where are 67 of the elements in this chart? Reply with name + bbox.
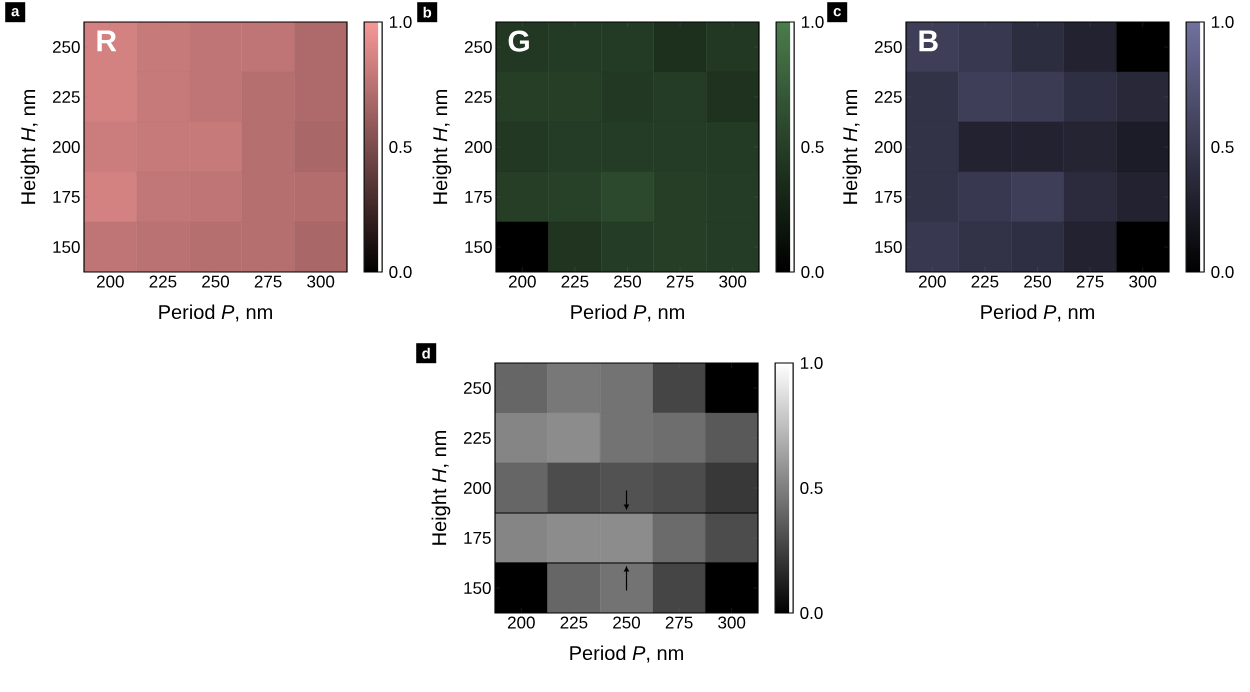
x-tick-label: 275 [665, 616, 693, 629]
y-tick-label: 250 [874, 40, 902, 54]
text: c [833, 8, 841, 17]
annotation: B [919, 30, 938, 52]
x-tick-label: 300 [718, 616, 746, 629]
text: d [422, 347, 430, 359]
x-tick-label: 250 [613, 616, 641, 629]
color-bar-label: 0.0 [1211, 265, 1234, 279]
color-bar-label: 0.0 [801, 265, 824, 279]
x-tick-label: 250 [614, 275, 642, 288]
x-tick-label: 275 [254, 275, 282, 288]
y-tick-label: 250 [464, 40, 492, 54]
x-tick-label: 300 [719, 275, 747, 288]
y-tick-label: 150 [465, 240, 492, 254]
y-tick-label: 250 [463, 381, 491, 395]
y-tick-label: 175 [465, 191, 492, 203]
y-tick-label: 200 [874, 140, 902, 154]
color-bar-label: 1.0 [801, 15, 824, 29]
y-tick-label: 225 [464, 90, 492, 104]
y-tick-label: 150 [53, 240, 80, 254]
x-axis-title: Period P, nm [570, 645, 683, 663]
y-tick-label: 225 [463, 431, 491, 445]
y-axis-title: Height H, nm [432, 89, 452, 204]
x-axis-title: Period P, nm [981, 304, 1094, 322]
annotation: G [508, 30, 529, 52]
x-tick-label: 200 [96, 275, 124, 288]
y-tick-label: 200 [52, 140, 80, 154]
y-axis-title: Height H, nm [20, 89, 40, 204]
x-tick-label: 250 [1024, 275, 1052, 288]
color-bar-label: 1.0 [1211, 15, 1234, 29]
y-tick-label: 200 [463, 481, 491, 495]
text: b [423, 6, 432, 18]
x-tick-label: 250 [202, 275, 230, 288]
text: a [11, 8, 20, 17]
y-axis-title: Height H, nm [431, 430, 451, 545]
color-bar-label: 0.5 [389, 140, 412, 154]
x-tick-label: 275 [666, 275, 694, 288]
annotation: R [97, 30, 117, 52]
y-tick-label: 225 [52, 90, 80, 104]
y-tick-label: 150 [875, 240, 902, 254]
y-tick-label: 225 [874, 90, 902, 104]
x-tick-label: 200 [507, 616, 535, 629]
y-tick-label: 175 [464, 532, 491, 544]
x-tick-label: 225 [560, 616, 588, 629]
color-bar-label: 0.5 [1211, 140, 1234, 154]
x-tick-label: 300 [307, 275, 335, 288]
y-tick-label: 150 [464, 581, 491, 595]
x-tick-label: 225 [971, 275, 999, 288]
y-tick-label: 250 [52, 40, 80, 54]
x-tick-label: 225 [149, 275, 177, 288]
y-tick-label: 200 [464, 140, 492, 154]
y-axis-title: Height H, nm [842, 89, 862, 204]
color-bar-label: 1.0 [800, 356, 823, 370]
y-tick-label: 175 [875, 191, 902, 203]
x-axis-title: Period P, nm [571, 304, 684, 322]
x-tick-label: 200 [508, 275, 536, 288]
x-tick-label: 275 [1076, 275, 1104, 288]
color-bar-label: 1.0 [389, 15, 412, 29]
color-bar-label: 0.0 [389, 265, 412, 279]
x-tick-label: 225 [561, 275, 589, 288]
color-bar-label: 0.5 [801, 140, 824, 154]
x-tick-label: 200 [918, 275, 946, 288]
color-bar-label: 0.5 [800, 481, 823, 495]
color-bar-label: 0.0 [800, 606, 823, 620]
x-axis-title: Period P, nm [159, 304, 272, 322]
x-tick-label: 300 [1129, 275, 1157, 288]
y-tick-label: 175 [53, 191, 80, 203]
